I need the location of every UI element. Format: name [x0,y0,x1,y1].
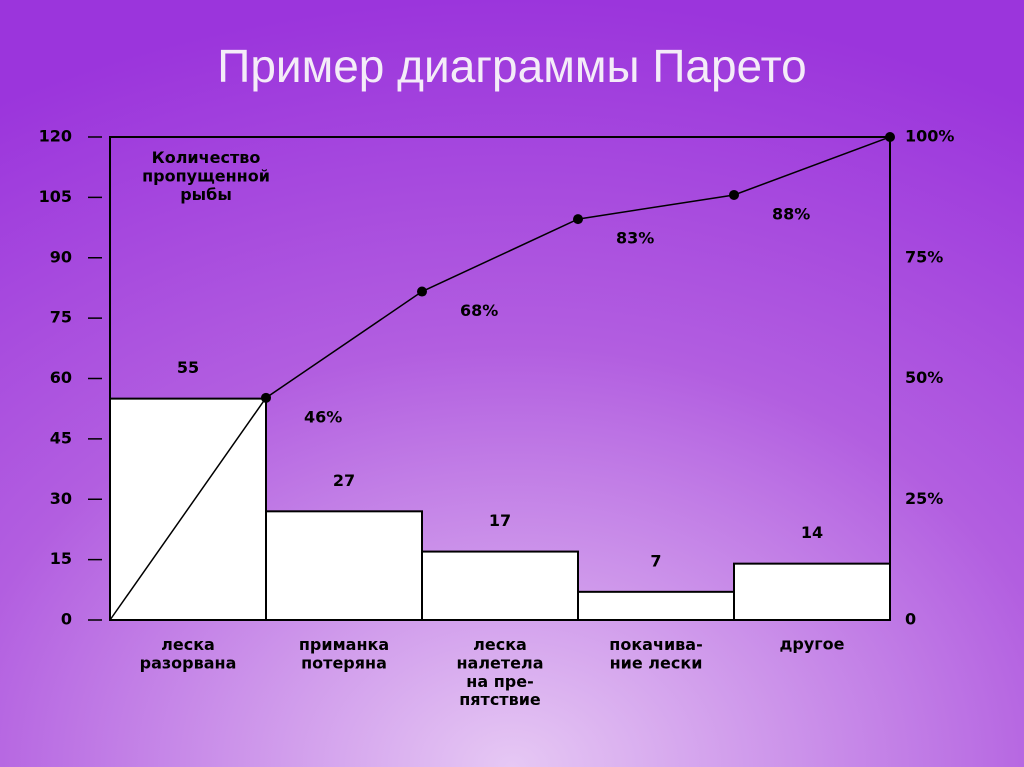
value-label: 17 [489,511,511,530]
y2-tick-label: 25% [905,489,943,508]
y2-tick-label: 100% [905,127,954,146]
value-label: 68% [460,301,498,320]
line-point [417,286,427,297]
x-tick-label: леска разорвана [140,635,237,672]
cumulative-line [109,136,891,621]
y-tick-label: 30 [50,489,72,508]
value-label: 83% [616,229,654,248]
value-label: 27 [333,471,355,490]
y2-tick-label: 0 [905,610,916,629]
x-tick-label: другое [779,635,844,654]
y-tick-label: 15 [50,549,72,568]
bar [733,562,891,622]
value-label: 14 [801,523,823,542]
value-label: 7 [650,551,661,570]
y-tick-label: 75 [50,308,72,327]
line-point [573,214,583,225]
value-label: 46% [304,407,342,426]
line-point [885,132,895,142]
x-tick-label: приманка потеряна [299,635,389,672]
y-tick-label: 105 [39,187,72,206]
value-label: 88% [772,204,810,223]
chart-title: Пример диаграммы Парето [217,40,807,92]
y-axis-label: Количество пропущенной рыбы [142,148,270,204]
line-point [729,189,739,200]
y-tick-label: 120 [39,127,72,146]
y2-tick-label: 50% [905,368,943,387]
y2-tick-label: 75% [905,247,943,266]
value-label: 55 [177,358,199,377]
x-tick-label: леска налетела на пре-пятствие [456,635,543,709]
y-tick-label: 90 [50,247,72,266]
line-point [261,392,271,403]
x-tick-label: покачива-ние лески [609,635,702,672]
y-tick-label: 0 [61,610,72,629]
bar [577,590,735,622]
bar [265,510,423,622]
y-tick-label: 45 [50,428,72,447]
y-tick-label: 60 [50,368,72,387]
bar [421,550,579,622]
